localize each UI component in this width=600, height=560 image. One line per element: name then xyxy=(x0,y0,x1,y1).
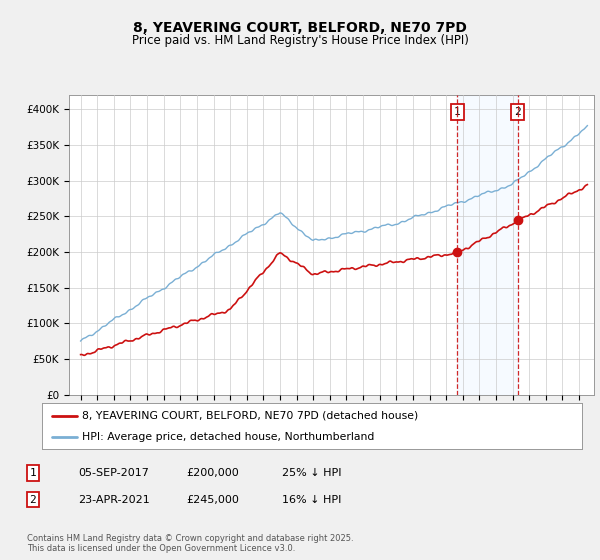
Text: 23-APR-2021: 23-APR-2021 xyxy=(78,494,150,505)
Text: 2: 2 xyxy=(514,106,521,116)
Text: HPI: Average price, detached house, Northumberland: HPI: Average price, detached house, Nort… xyxy=(83,432,375,442)
Text: £245,000: £245,000 xyxy=(186,494,239,505)
Text: 1: 1 xyxy=(29,468,37,478)
Text: £200,000: £200,000 xyxy=(186,468,239,478)
Text: 16% ↓ HPI: 16% ↓ HPI xyxy=(282,494,341,505)
Text: 8, YEAVERING COURT, BELFORD, NE70 7PD: 8, YEAVERING COURT, BELFORD, NE70 7PD xyxy=(133,21,467,35)
Bar xyxy=(457,95,518,395)
Text: Contains HM Land Registry data © Crown copyright and database right 2025.
This d: Contains HM Land Registry data © Crown c… xyxy=(27,534,353,553)
Text: Price paid vs. HM Land Registry's House Price Index (HPI): Price paid vs. HM Land Registry's House … xyxy=(131,34,469,46)
Text: 25% ↓ HPI: 25% ↓ HPI xyxy=(282,468,341,478)
Text: 2: 2 xyxy=(29,494,37,505)
Text: 8, YEAVERING COURT, BELFORD, NE70 7PD (detached house): 8, YEAVERING COURT, BELFORD, NE70 7PD (d… xyxy=(83,410,419,421)
Text: 1: 1 xyxy=(454,106,461,116)
Text: 05-SEP-2017: 05-SEP-2017 xyxy=(78,468,149,478)
